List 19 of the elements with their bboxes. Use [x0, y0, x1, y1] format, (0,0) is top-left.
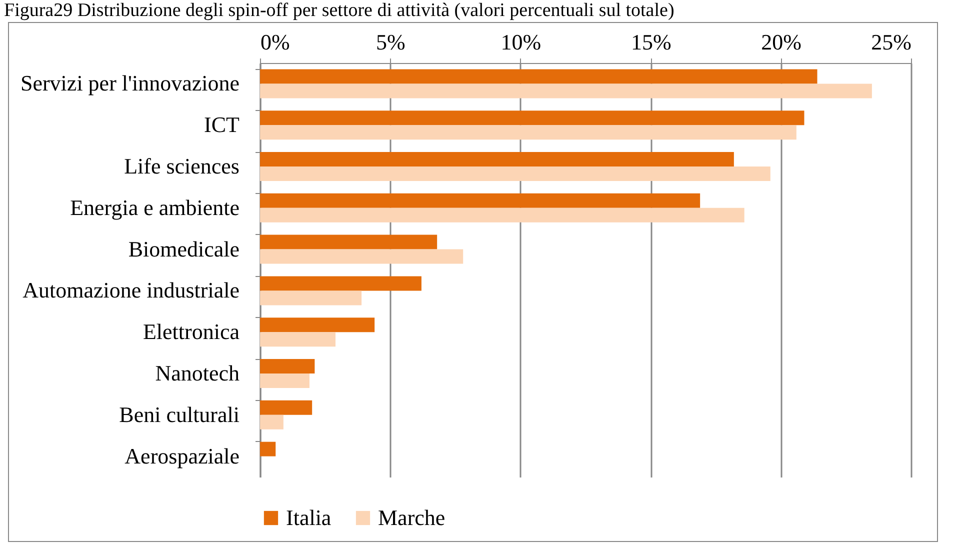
chart-title: Figura29 Distribuzione degli spin-off per settore di attività (valori percentuali sul totale)	[3, 0, 676, 22]
y-tick-label: Beni culturali	[119, 402, 240, 427]
y-tick-label: Nanotech	[155, 360, 240, 386]
x-tick-label: 20%	[761, 30, 802, 54]
y-tick-label: Automazione industriale	[22, 278, 240, 303]
x-tick-label: 15%	[630, 30, 672, 54]
x-tick-label: 10%	[500, 30, 542, 54]
y-tick-label: Biomedicale	[128, 236, 240, 262]
y-tick-label: Elettronica	[142, 319, 240, 344]
legend-label: Italia	[286, 505, 332, 530]
y-tick-label: Life sciences	[124, 154, 240, 178]
y-tick-label: Aerospaziale	[124, 443, 240, 468]
x-tick-label: 5%	[376, 30, 406, 54]
legend-label: Marche	[378, 505, 446, 530]
y-tick-label: Servizi per l'innovazione	[20, 70, 240, 96]
y-tick-label: Energia e ambiente	[70, 194, 240, 220]
x-tick-label: 0%	[260, 30, 290, 54]
x-tick-label: 25%	[871, 30, 912, 54]
y-tick-label: ICT	[204, 112, 240, 138]
